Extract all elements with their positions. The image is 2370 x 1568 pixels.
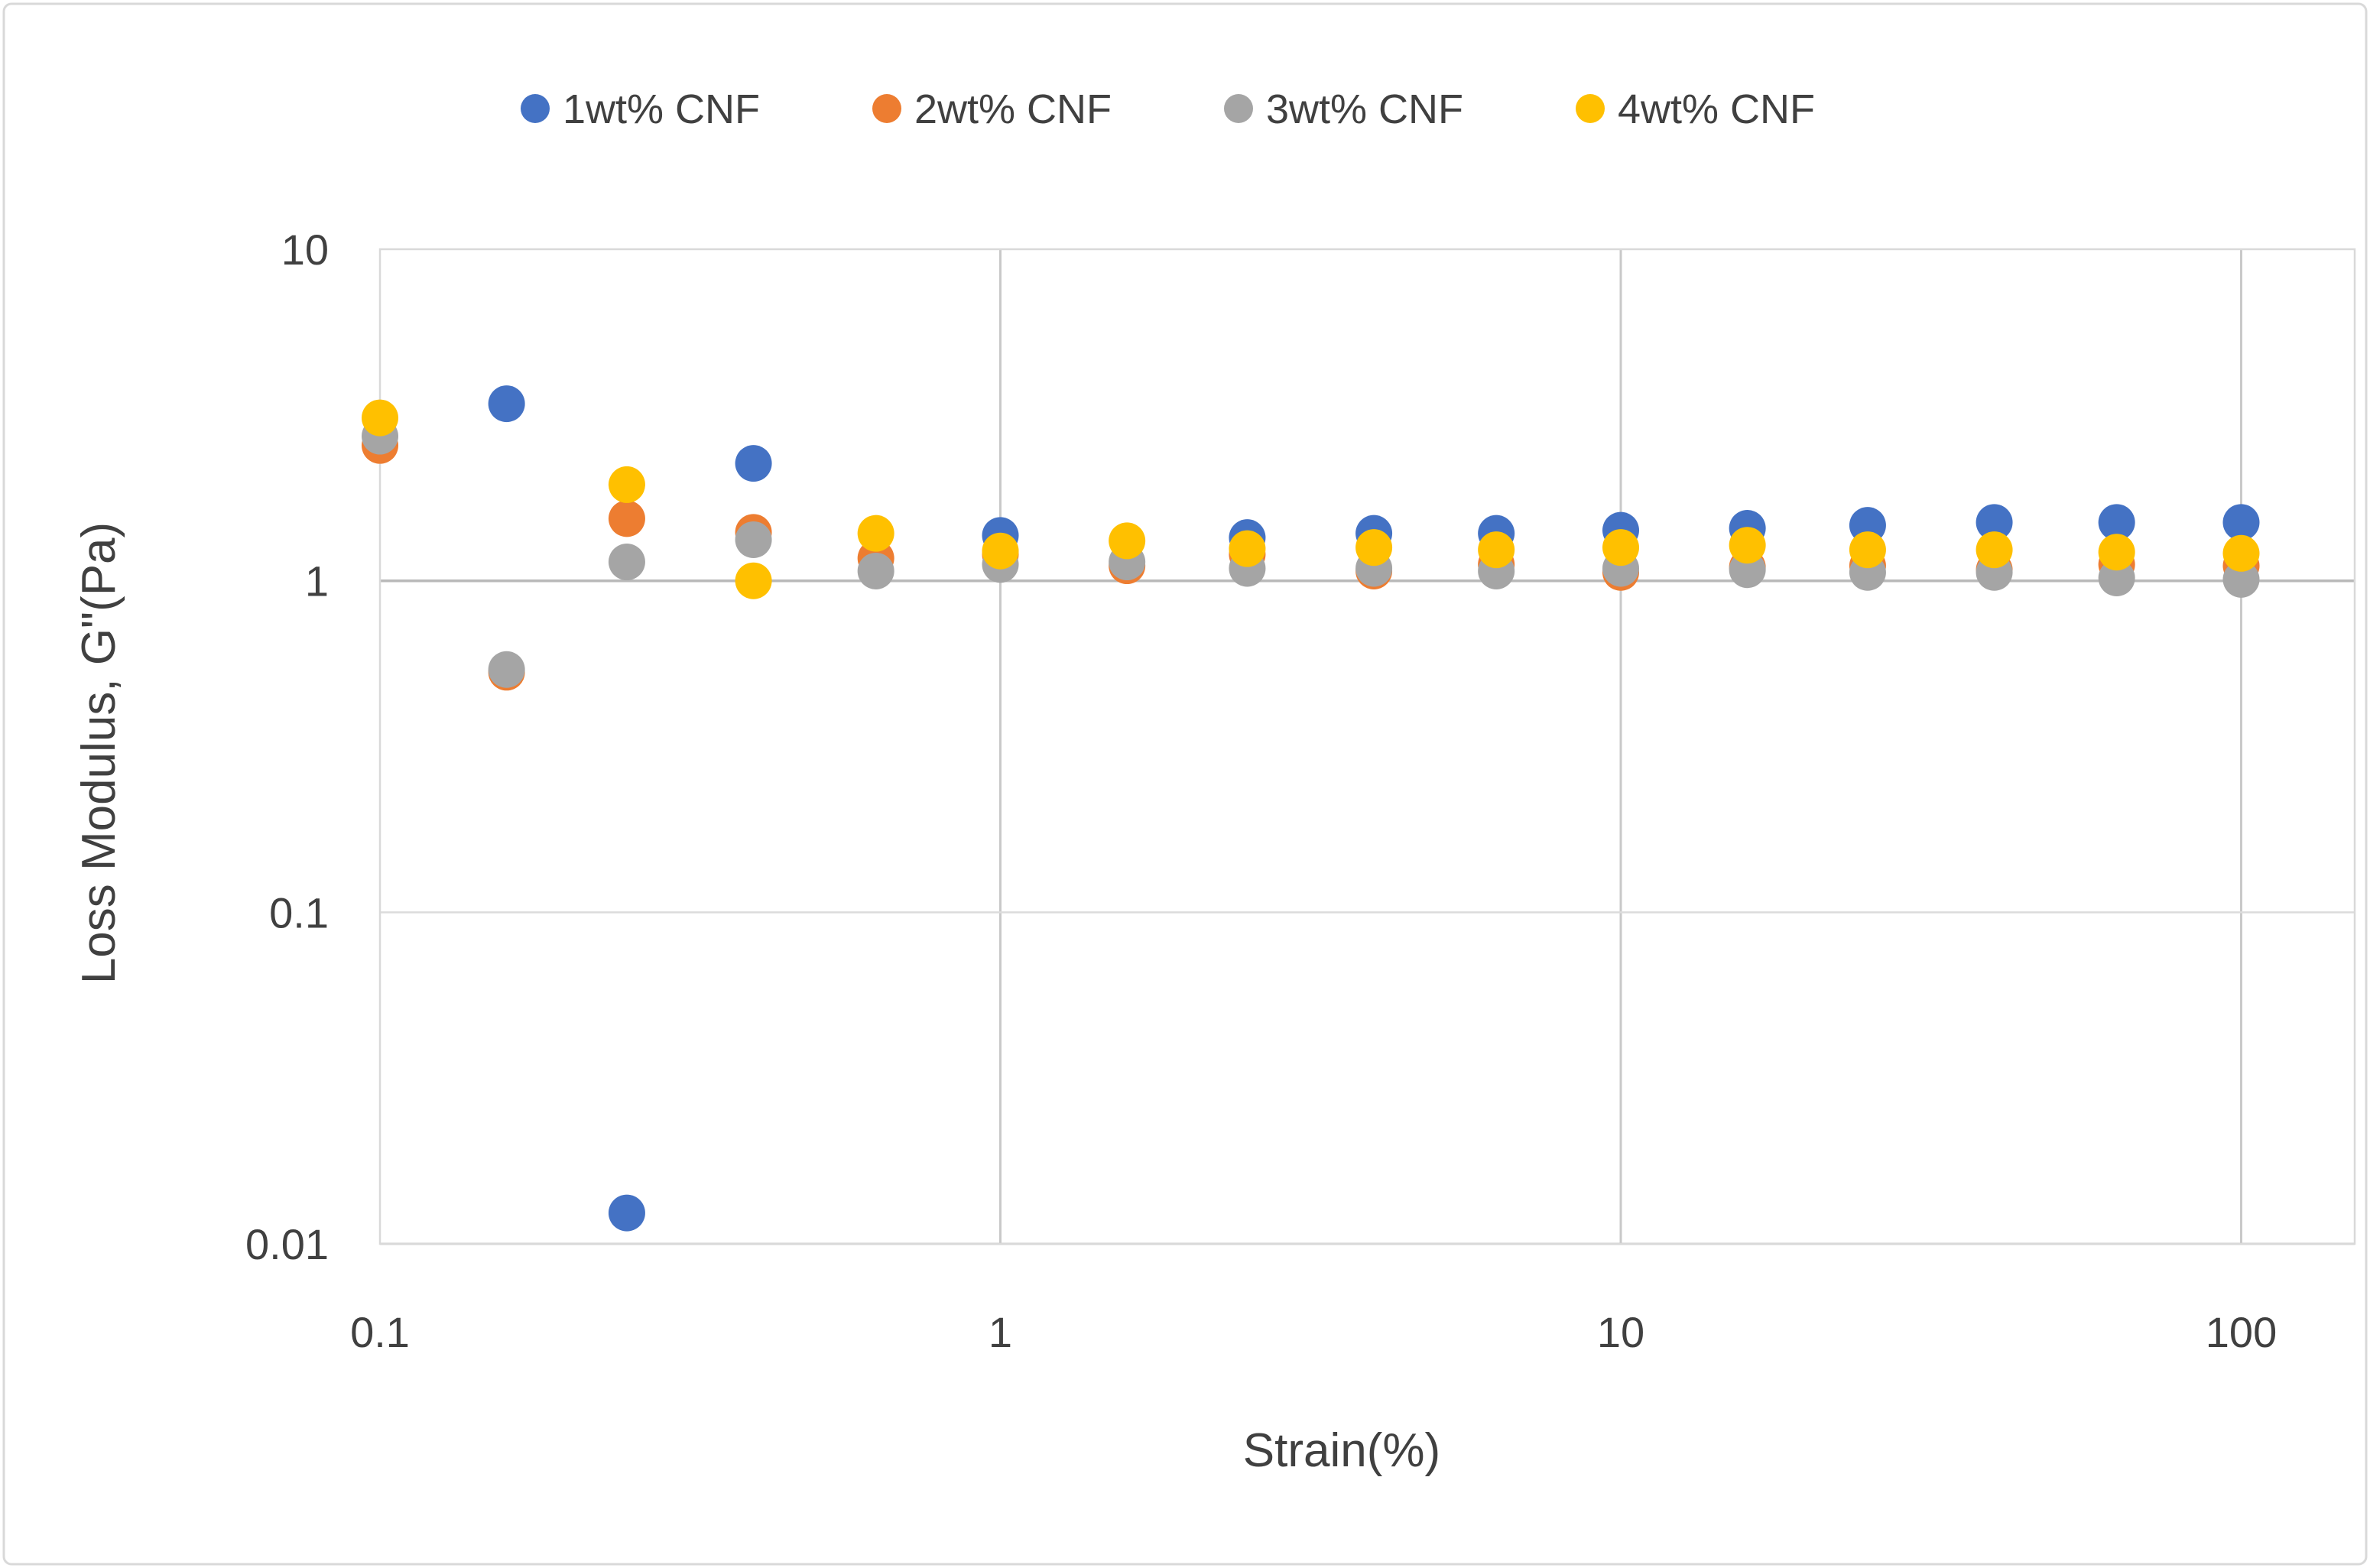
x-axis-title: Strain(%) bbox=[1243, 1424, 1440, 1477]
series-4wt-cnf bbox=[362, 399, 2260, 599]
data-point bbox=[2098, 559, 2135, 596]
legend-item-3: 3wt% CNF bbox=[1224, 86, 1463, 132]
data-point bbox=[2222, 534, 2260, 572]
legend-item-1: 1wt% CNF bbox=[521, 86, 760, 132]
y-tick-label: 0.01 bbox=[245, 1220, 329, 1268]
data-point bbox=[1355, 529, 1393, 566]
x-tick-labels: 0.1 1 10 100 bbox=[350, 1308, 2277, 1356]
y-tick-label: 10 bbox=[281, 226, 329, 274]
y-axis-title: Loss Modulus, G"(Pa) bbox=[73, 522, 125, 984]
legend-label: 1wt% CNF bbox=[563, 86, 760, 132]
x-tick-label: 100 bbox=[2206, 1308, 2277, 1356]
x-tick-label: 10 bbox=[1597, 1308, 1644, 1356]
y-tick-label: 1 bbox=[305, 557, 329, 605]
data-point bbox=[857, 552, 894, 589]
data-point bbox=[488, 385, 525, 423]
data-point bbox=[608, 466, 645, 503]
data-point bbox=[2098, 534, 2135, 571]
legend-marker-icon bbox=[872, 94, 901, 123]
data-point bbox=[1976, 531, 2013, 569]
legend-label: 4wt% CNF bbox=[1618, 86, 1815, 132]
data-point bbox=[2222, 560, 2260, 598]
data-point bbox=[1229, 530, 1266, 567]
data-point bbox=[1976, 504, 2013, 541]
data-point bbox=[2098, 504, 2135, 541]
data-point bbox=[608, 500, 645, 537]
data-point bbox=[735, 562, 772, 599]
legend-label: 2wt% CNF bbox=[914, 86, 1112, 132]
plot-area-border bbox=[378, 248, 2356, 1245]
data-point bbox=[1729, 527, 1766, 564]
legend-item-4: 4wt% CNF bbox=[1576, 86, 1815, 132]
legend-marker-icon bbox=[521, 94, 550, 123]
legend: 1wt% CNF 2wt% CNF 3wt% CNF 4wt% CNF bbox=[521, 86, 1815, 132]
data-point bbox=[362, 399, 398, 437]
legend-marker-icon bbox=[1224, 94, 1253, 123]
data-point bbox=[2222, 504, 2260, 541]
data-point bbox=[1109, 522, 1146, 560]
data-points bbox=[362, 385, 2260, 1232]
data-point bbox=[608, 544, 645, 581]
x-tick-label: 0.1 bbox=[350, 1308, 410, 1356]
legend-label: 3wt% CNF bbox=[1266, 86, 1463, 132]
data-point bbox=[1602, 529, 1639, 566]
data-point bbox=[982, 532, 1019, 570]
x-tick-label: 1 bbox=[989, 1308, 1012, 1356]
data-point bbox=[1478, 531, 1515, 569]
data-point bbox=[488, 651, 525, 688]
legend-marker-icon bbox=[1576, 94, 1605, 123]
data-point bbox=[1849, 531, 1886, 569]
y-tick-label: 0.1 bbox=[269, 888, 329, 937]
data-point bbox=[735, 445, 772, 482]
data-point bbox=[857, 515, 894, 552]
series-1wt-cnf bbox=[488, 385, 2260, 1232]
legend-item-2: 2wt% CNF bbox=[872, 86, 1112, 132]
y-tick-labels: 10 1 0.1 0.01 bbox=[245, 226, 329, 1268]
data-point bbox=[608, 1194, 645, 1232]
data-point bbox=[735, 521, 772, 558]
